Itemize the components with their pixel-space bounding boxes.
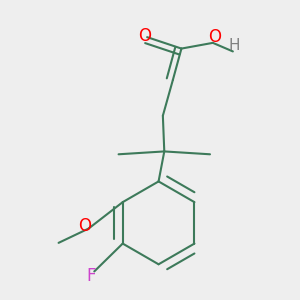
Text: O: O <box>208 28 221 46</box>
Text: O: O <box>138 27 151 45</box>
Text: O: O <box>78 217 91 235</box>
Text: H: H <box>229 38 240 52</box>
Text: F: F <box>86 267 96 285</box>
